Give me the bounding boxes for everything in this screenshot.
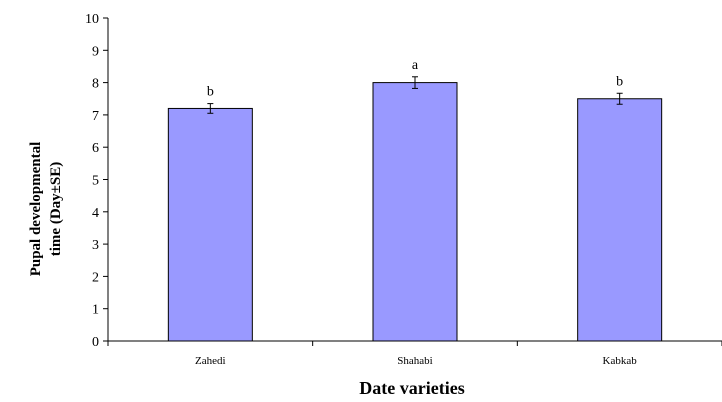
y-tick-label-3: 3 xyxy=(92,238,99,253)
y-tick-label-5: 5 xyxy=(92,174,99,189)
y-axis-title-line-2: time (Day±SE) xyxy=(48,162,64,256)
significance-label-kabkab: b xyxy=(616,74,623,89)
x-axis-title: Date varieties xyxy=(359,378,464,398)
y-axis-title: Pupal developmental time (Day±SE) xyxy=(28,142,64,277)
y-axis-title-line-1: Pupal developmental xyxy=(28,142,44,277)
y-tick-label-7: 7 xyxy=(92,109,99,124)
significance-label-zahedi: b xyxy=(207,85,214,100)
y-tick-label-6: 6 xyxy=(92,141,99,156)
x-tick-label-zahedi: Zahedi xyxy=(195,355,226,367)
y-tick-label-0: 0 xyxy=(92,335,99,350)
y-tick-label-4: 4 xyxy=(92,206,99,221)
bar-shahabi xyxy=(372,82,458,342)
x-tick-label-shahabi: Shahabi xyxy=(397,355,432,367)
y-tick-label-2: 2 xyxy=(92,270,99,285)
y-tick-label-9: 9 xyxy=(92,44,99,59)
y-tick-label-10: 10 xyxy=(85,12,99,27)
significance-label-shahabi: a xyxy=(412,58,419,73)
bar-zahedi xyxy=(167,107,253,342)
plot-area: 0 1 2 3 4 5 6 7 8 9 10 b Zahedi a Shahabi b Kabkab xyxy=(85,12,722,367)
y-tick-label-1: 1 xyxy=(92,303,99,318)
x-tick-label-kabkab: Kabkab xyxy=(603,355,638,367)
bar-kabkab xyxy=(577,98,663,342)
y-tick-label-8: 8 xyxy=(92,77,99,92)
